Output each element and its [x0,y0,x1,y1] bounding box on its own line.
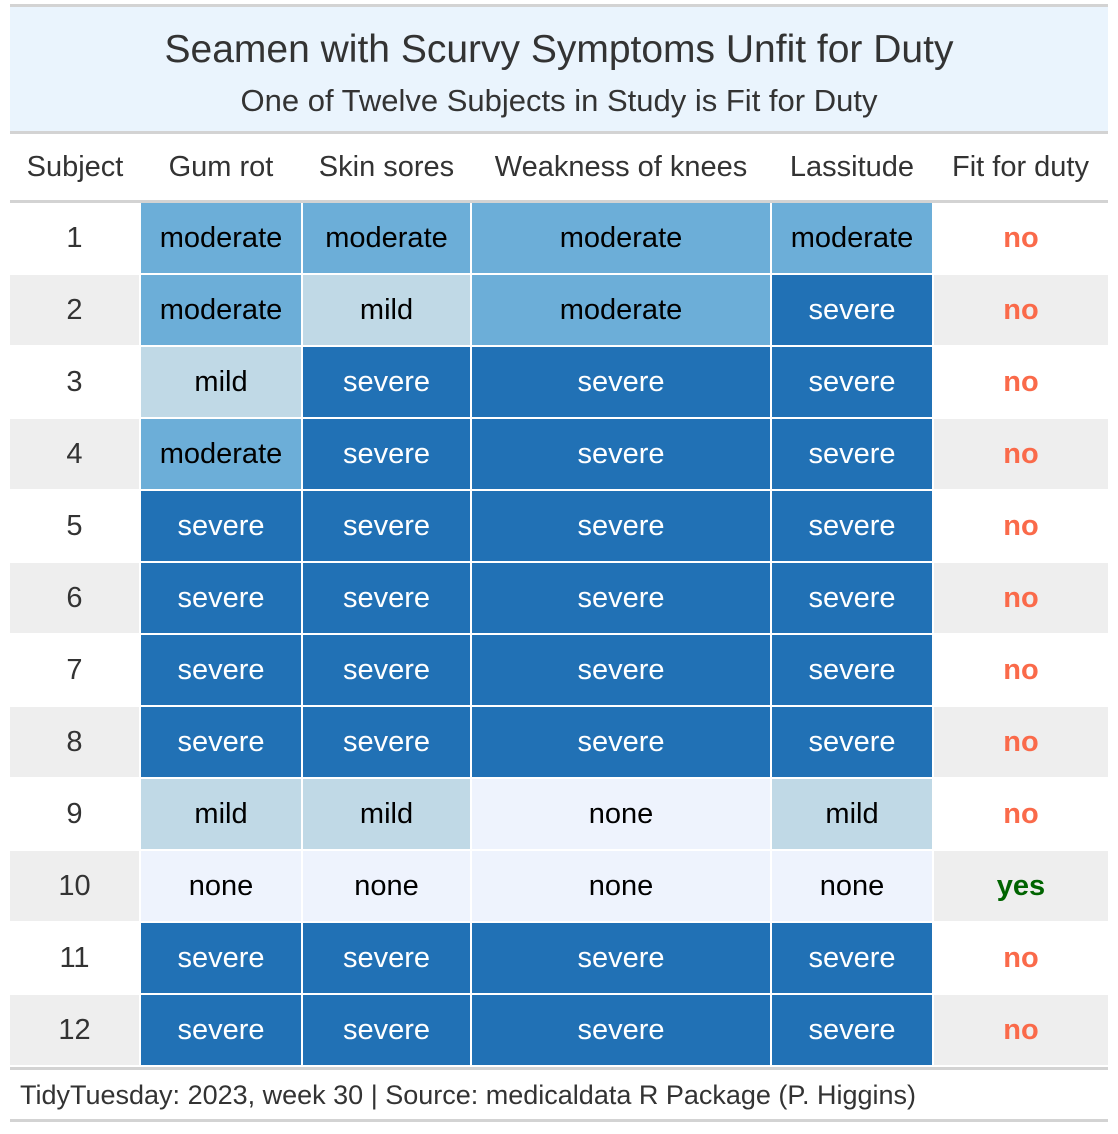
subject-cell: 5 [10,489,141,563]
table-row: 1 moderate moderate moderate moderate no [10,200,1108,275]
table-row: 7 severe severe severe severe no [10,633,1108,707]
weakness-of-knees-cell: none [470,849,772,923]
fit-for-duty-cell: no [932,993,1108,1067]
fit-for-duty-cell: no [932,417,1108,491]
gum-rot-cell: severe [139,993,303,1067]
column-header-subject: Subject [10,134,140,203]
skin-sores-cell: mild [301,273,472,347]
gum-rot-cell: severe [139,633,303,707]
table-row: 4 moderate severe severe severe no [10,417,1108,491]
gum-rot-cell: moderate [139,200,303,275]
weakness-of-knees-cell: severe [470,561,772,635]
fit-for-duty-cell: no [932,705,1108,779]
fit-for-duty-cell: no [932,200,1108,275]
subject-cell: 12 [10,993,141,1067]
column-header-skin-sores: Skin sores [302,134,471,203]
fit-for-duty-cell: no [932,633,1108,707]
subject-cell: 3 [10,345,141,419]
subject-cell: 9 [10,777,141,851]
weakness-of-knees-cell: severe [470,417,772,491]
subject-cell: 10 [10,849,141,923]
weakness-of-knees-cell: severe [470,633,772,707]
lassitude-cell: severe [770,705,934,779]
lassitude-cell: severe [770,993,934,1067]
lassitude-cell: severe [770,633,934,707]
table-row: 9 mild mild none mild no [10,777,1108,851]
gum-rot-cell: severe [139,921,303,995]
skin-sores-cell: severe [301,561,472,635]
weakness-of-knees-cell: severe [470,705,772,779]
table-row: 10 none none none none yes [10,849,1108,923]
lassitude-cell: severe [770,561,934,635]
skin-sores-cell: severe [301,417,472,491]
table-row: 11 severe severe severe severe no [10,921,1108,995]
fit-for-duty-cell: no [932,777,1108,851]
table-row: 2 moderate mild moderate severe no [10,273,1108,347]
skin-sores-cell: severe [301,633,472,707]
lassitude-cell: moderate [770,200,934,275]
gum-rot-cell: mild [139,345,303,419]
lassitude-cell: severe [770,417,934,491]
gum-rot-cell: moderate [139,417,303,491]
lassitude-cell: severe [770,345,934,419]
gum-rot-cell: moderate [139,273,303,347]
skin-sores-cell: severe [301,705,472,779]
weakness-of-knees-cell: moderate [470,273,772,347]
fit-for-duty-cell: no [932,273,1108,347]
skin-sores-cell: severe [301,345,472,419]
subject-cell: 11 [10,921,141,995]
subject-cell: 4 [10,417,141,491]
fit-for-duty-cell: no [932,921,1108,995]
fit-for-duty-cell: yes [932,849,1108,923]
weakness-of-knees-cell: severe [470,921,772,995]
weakness-of-knees-cell: severe [470,345,772,419]
skin-sores-cell: none [301,849,472,923]
column-header-row: Subject Gum rot Skin sores Weakness of k… [10,134,1108,203]
gum-rot-cell: severe [139,705,303,779]
lassitude-cell: severe [770,273,934,347]
fit-for-duty-cell: no [932,345,1108,419]
skin-sores-cell: moderate [301,200,472,275]
gum-rot-cell: severe [139,561,303,635]
symptoms-table: Subject Gum rot Skin sores Weakness of k… [10,134,1108,1067]
table-body: 1 moderate moderate moderate moderate no 2 mode… [10,200,1108,1067]
source-caption: TidyTuesday: 2023, week 30 | Source: med… [10,1067,1108,1122]
skin-sores-cell: severe [301,489,472,563]
gum-rot-cell: mild [139,777,303,851]
lassitude-cell: none [770,849,934,923]
skin-sores-cell: severe [301,993,472,1067]
weakness-of-knees-cell: none [470,777,772,851]
table-row: 5 severe severe severe severe no [10,489,1108,563]
column-header-weakness-of-knees: Weakness of knees [471,134,771,203]
weakness-of-knees-cell: severe [470,993,772,1067]
lassitude-cell: severe [770,489,934,563]
table-frame: Seamen with Scurvy Symptoms Unfit for Du… [10,4,1108,1122]
table-heading: Seamen with Scurvy Symptoms Unfit for Du… [10,4,1108,134]
column-header-lassitude: Lassitude [771,134,933,203]
gum-rot-cell: none [139,849,303,923]
gum-rot-cell: severe [139,489,303,563]
column-header-fit-for-duty: Fit for duty [933,134,1108,203]
table-title: Seamen with Scurvy Symptoms Unfit for Du… [164,28,954,71]
fit-for-duty-cell: no [932,489,1108,563]
subject-cell: 1 [10,200,141,275]
table-row: 3 mild severe severe severe no [10,345,1108,419]
weakness-of-knees-cell: moderate [470,200,772,275]
skin-sores-cell: mild [301,777,472,851]
subject-cell: 7 [10,633,141,707]
lassitude-cell: mild [770,777,934,851]
table-row: 6 severe severe severe severe no [10,561,1108,635]
table-subtitle: One of Twelve Subjects in Study is Fit f… [240,83,878,118]
fit-for-duty-cell: no [932,561,1108,635]
subject-cell: 2 [10,273,141,347]
subject-cell: 8 [10,705,141,779]
column-header-gum-rot: Gum rot [140,134,302,203]
subject-cell: 6 [10,561,141,635]
weakness-of-knees-cell: severe [470,489,772,563]
skin-sores-cell: severe [301,921,472,995]
lassitude-cell: severe [770,921,934,995]
table-row: 8 severe severe severe severe no [10,705,1108,779]
table-row: 12 severe severe severe severe no [10,993,1108,1067]
